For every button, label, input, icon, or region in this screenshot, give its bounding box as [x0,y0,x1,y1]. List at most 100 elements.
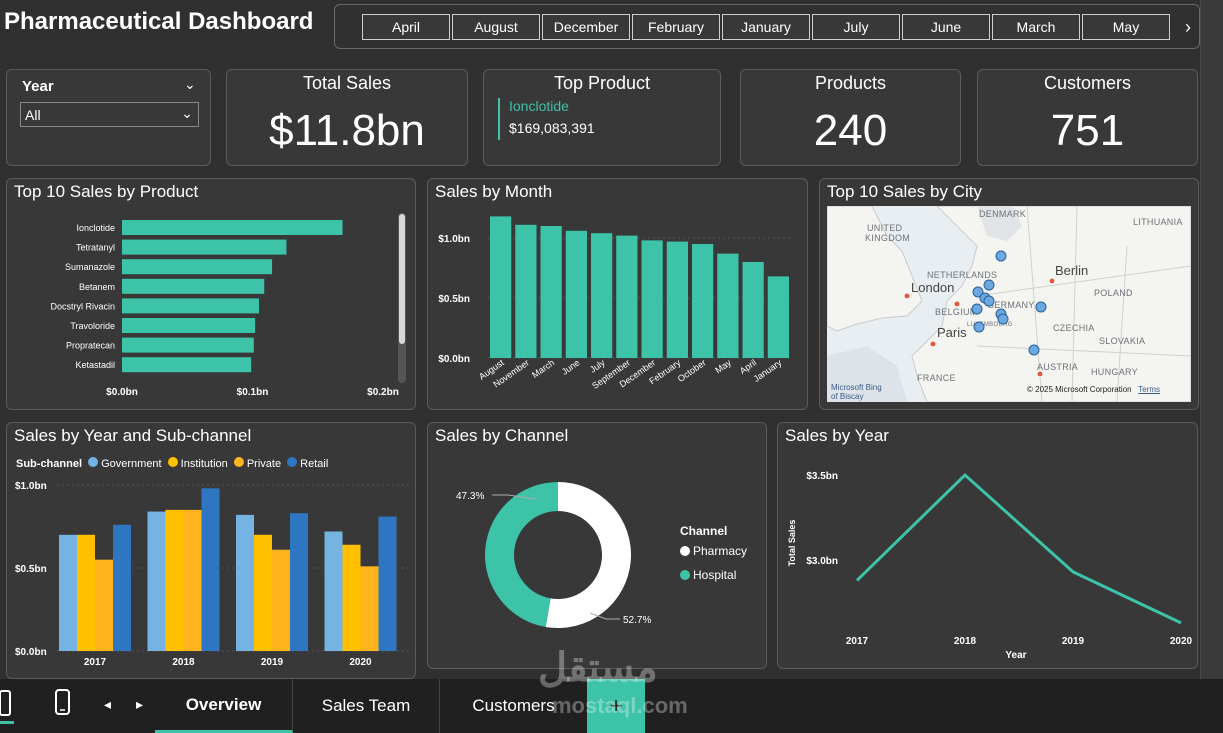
subchannel-bar [254,534,272,651]
year-tick-label: 2019 [1062,636,1085,647]
products-label: Products [814,73,887,93]
subchannel-bar [95,559,113,651]
product-bar [122,278,265,294]
year-series-line [855,472,1182,625]
year-tick-label: 2020 [1170,636,1193,647]
city-map-card[interactable]: Top 10 Sales by City DENMARK LITHUANIA U… [819,178,1199,410]
chevron-down-icon[interactable]: ⌄ [184,76,196,92]
subchannel-axis-tick: $0.5bn [15,564,47,575]
subchannel-chart-card[interactable]: Sales by Year and Sub-channel Sub-channe… [6,422,416,679]
month-bar [490,216,512,358]
watermark-arabic: مستقل [538,646,658,690]
subchannel-tick-label: 2019 [261,657,284,668]
map-markers [903,250,1056,378]
legend-dot [233,457,244,467]
month-button[interactable]: May [1082,14,1170,40]
legend-item-private[interactable]: Private [233,457,281,470]
chevron-right-icon[interactable]: ▸ [136,696,144,712]
month-chart-card[interactable]: Sales by Month $0.0bn $0.5bn $1.0bn August N… [427,178,808,410]
month-button[interactable]: April [362,14,450,40]
chevron-left-icon[interactable]: ◂ [104,696,112,712]
channel-donut-chart[interactable]: 52.7% 47.3% Channel Pharmacy Hospital [428,423,766,668]
total-sales-label: Total Sales [302,73,392,93]
product-tick-label: Ketastadil [75,360,115,370]
right-scrollbar[interactable] [1200,0,1223,679]
month-button[interactable]: February [632,14,720,40]
top-product-name: Ionclotide [509,98,569,114]
month-bar [616,235,638,358]
top-product-label: Top Product [553,73,651,93]
tab-sales-team[interactable]: Sales Team [293,679,440,733]
tab-customers[interactable]: Customers [472,696,555,715]
product-tick-label: Betanem [79,282,115,292]
channel-slice [545,482,631,628]
channel-legend-label: Pharmacy [693,544,747,558]
subchannel-tick-label: 2017 [84,657,107,668]
month-tick-label: January [752,357,784,384]
month-bar [767,276,789,358]
city-map[interactable]: DENMARK LITHUANIA UNITED KINGDOM NETHERL… [827,206,1191,402]
map-label: GERMANY [987,300,1035,310]
product-axis-tick: $0.0bn [106,387,138,398]
subchannel-axis-tick: $0.0bn [15,647,47,658]
subchannel-bar [165,509,184,651]
product-chart-card[interactable]: Top 10 Sales by Product Ionclotide Tetrat… [6,178,416,410]
legend-item-government[interactable]: Government [88,457,162,470]
year-dropdown[interactable]: All ⌄ [20,102,199,127]
month-button[interactable]: January [722,14,810,40]
year-slicer-label: Year [22,78,54,95]
add-page-button[interactable]: + [587,679,645,733]
map-label: FRANCE [917,373,956,383]
subchannel-bar [113,524,131,651]
legend-dot [167,457,178,467]
map-label: BELGIUM [935,307,978,317]
subchannel-bar [272,549,290,651]
bay-label: of Biscay [831,392,864,401]
accent-bar [498,98,500,140]
page-tab-bar: ◂ ▸ Overview Sales Team Customers + [0,679,1223,733]
channel-data-label: 52.7% [623,615,651,626]
customers-label: Customers [1043,73,1132,93]
subchannel-legend: Sub-channel Government Institution Priva… [16,457,328,470]
channel-chart-title: Sales by Channel [435,426,569,445]
channel-chart-card[interactable]: Sales by Channel 52.7% 47.3% Channel Pharma… [427,422,767,669]
month-button[interactable]: December [542,14,630,40]
year-chart-card[interactable]: Sales by Year $3.0bn $3.5bn 2017 2018 2019 20… [777,422,1198,669]
map-copyright-text: © 2025 Microsoft Corporation [1027,385,1132,394]
year-y-axis-title: Total Sales [787,520,797,567]
map-label: DENMARK [979,209,1027,219]
channel-legend-label: Hospital [693,568,736,582]
month-bar [565,230,587,358]
year-line-chart[interactable]: $3.0bn $3.5bn 2017 2018 2019 2020 Year Total Sa… [778,423,1197,668]
map-label: HUNGARY [1091,367,1138,377]
product-chart-title: Top 10 Sales by Product [14,182,199,201]
month-button[interactable]: March [992,14,1080,40]
subchannel-bar-chart[interactable]: $0.0bn $0.5bn $1.0bn 2017 2018 2019 2020 [7,423,415,678]
legend-item-retail[interactable]: Retail [287,457,328,470]
product-tick-label: Propratecan [66,341,115,351]
city-map-title: Top 10 Sales by City [827,182,982,201]
legend-item-institution[interactable]: Institution [167,457,228,470]
year-axis-tick: $3.0bn [806,556,838,567]
product-bar [122,298,260,314]
subchannel-chart-title: Sales by Year and Sub-channel [14,426,252,445]
map-label: NETHERLANDS [927,270,998,280]
map-label: KINGDOM [865,233,911,243]
month-button[interactable]: June [902,14,990,40]
month-chart-title: Sales by Month [435,182,553,201]
month-bar [692,244,714,358]
month-button[interactable]: August [452,14,540,40]
year-dropdown-value: All [25,107,41,123]
desktop-view-icon[interactable] [0,687,16,727]
product-bar-chart[interactable]: Ionclotide Tetratanyl Sumanazole Betanem Doc… [7,179,415,409]
product-bar [122,259,273,275]
month-button[interactable]: July [812,14,900,40]
mobile-view-icon[interactable] [54,689,72,719]
chevron-right-icon[interactable]: › [1185,17,1191,37]
subchannel-bar [183,509,202,651]
subchannel-bar [360,566,379,651]
tab-overview[interactable]: Overview [155,679,293,733]
subchannel-bar [342,544,361,651]
terms-link[interactable]: Terms [1138,385,1161,394]
